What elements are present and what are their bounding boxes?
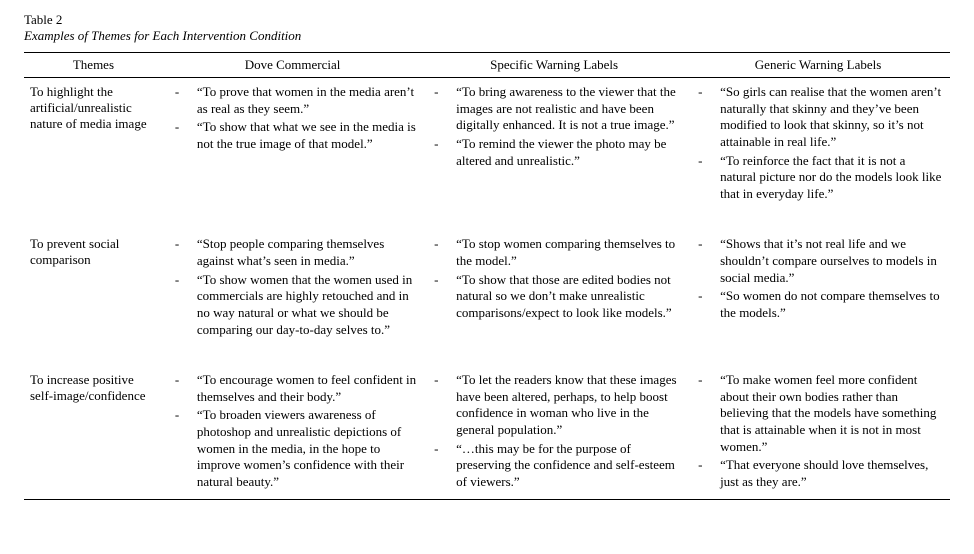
table-row: To increase positive self-image/confiden… — [24, 366, 950, 499]
specific-cell: “To stop women comparing themselves to t… — [422, 230, 686, 366]
generic-cell: “Shows that it’s not real life and we sh… — [686, 230, 950, 366]
quote-item: “That everyone should love themselves, j… — [692, 457, 944, 490]
quote-list-generic: “So girls can realise that the women are… — [692, 84, 944, 202]
table-body: To highlight the artificial/unrealistic … — [24, 78, 950, 500]
quote-item: “To show women that the women used in co… — [169, 272, 416, 339]
col-header-specific: Specific Warning Labels — [422, 53, 686, 78]
quote-item: “To encourage women to feel confident in… — [169, 372, 416, 405]
col-header-generic: Generic Warning Labels — [686, 53, 950, 78]
specific-cell: “To let the readers know that these imag… — [422, 366, 686, 499]
quote-item: “To stop women comparing themselves to t… — [428, 236, 680, 269]
quote-list-dove: “To prove that women in the media aren’t… — [169, 84, 416, 153]
dove-cell: “To encourage women to feel confident in… — [163, 366, 422, 499]
quote-item: “To show that those are edited bodies no… — [428, 272, 680, 322]
table-row: To highlight the artificial/unrealistic … — [24, 78, 950, 231]
quote-item: “…this may be for the purpose of preserv… — [428, 441, 680, 491]
quote-item: “To make women feel more confident about… — [692, 372, 944, 455]
quote-item: “To show that what we see in the media i… — [169, 119, 416, 152]
quote-list-dove: “To encourage women to feel confident in… — [169, 372, 416, 490]
generic-cell: “So girls can realise that the women are… — [686, 78, 950, 231]
quote-list-specific: “To bring awareness to the viewer that t… — [428, 84, 680, 169]
col-header-themes: Themes — [24, 53, 163, 78]
specific-cell: “To bring awareness to the viewer that t… — [422, 78, 686, 231]
theme-cell: To highlight the artificial/unrealistic … — [24, 78, 163, 231]
table-caption: Examples of Themes for Each Intervention… — [24, 28, 950, 44]
col-header-dove: Dove Commercial — [163, 53, 422, 78]
quote-item: “Shows that it’s not real life and we sh… — [692, 236, 944, 286]
quote-list-generic: “To make women feel more confident about… — [692, 372, 944, 490]
theme-cell: To increase positive self-image/confiden… — [24, 366, 163, 499]
quote-list-specific: “To let the readers know that these imag… — [428, 372, 680, 490]
table-number: Table 2 — [24, 12, 950, 28]
generic-cell: “To make women feel more confident about… — [686, 366, 950, 499]
quote-item: “To reinforce the fact that it is not a … — [692, 153, 944, 203]
quote-list-dove: “Stop people comparing themselves agains… — [169, 236, 416, 338]
table-row: To prevent social comparison “Stop peopl… — [24, 230, 950, 366]
quote-item: “To broaden viewers awareness of photosh… — [169, 407, 416, 490]
quote-item: “Stop people comparing themselves agains… — [169, 236, 416, 269]
dove-cell: “To prove that women in the media aren’t… — [163, 78, 422, 231]
dove-cell: “Stop people comparing themselves agains… — [163, 230, 422, 366]
quote-list-specific: “To stop women comparing themselves to t… — [428, 236, 680, 321]
table-header-row: Themes Dove Commercial Specific Warning … — [24, 53, 950, 78]
quote-item: “To remind the viewer the photo may be a… — [428, 136, 680, 169]
quote-item: “So girls can realise that the women are… — [692, 84, 944, 151]
quote-item: “To prove that women in the media aren’t… — [169, 84, 416, 117]
themes-table: Themes Dove Commercial Specific Warning … — [24, 52, 950, 500]
quote-item: “To let the readers know that these imag… — [428, 372, 680, 439]
quote-item: “To bring awareness to the viewer that t… — [428, 84, 680, 134]
table-wrapper: Table 2 Examples of Themes for Each Inte… — [24, 12, 950, 500]
quote-list-generic: “Shows that it’s not real life and we sh… — [692, 236, 944, 321]
theme-cell: To prevent social comparison — [24, 230, 163, 366]
quote-item: “So women do not compare themselves to t… — [692, 288, 944, 321]
